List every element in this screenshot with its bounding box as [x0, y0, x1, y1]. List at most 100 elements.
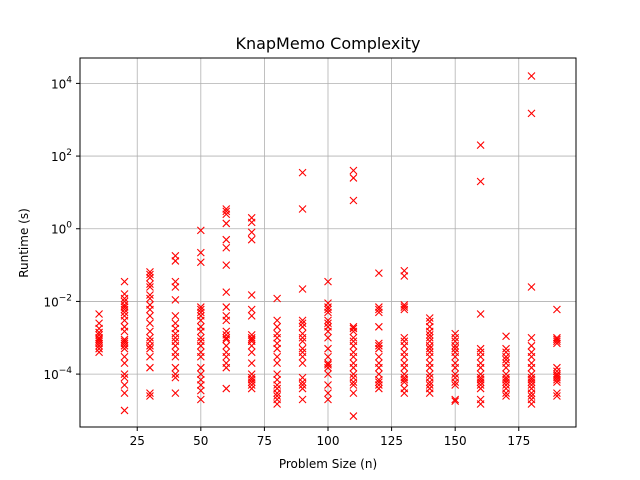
marker-stroke: [425, 314, 434, 322]
data-point: [349, 174, 358, 182]
data-point: [527, 381, 536, 389]
data-point: [196, 333, 205, 342]
data-point: [298, 359, 307, 368]
data-point: [400, 272, 409, 280]
data-point: [298, 285, 307, 293]
marker-stroke: [400, 303, 409, 311]
marker-stroke: [222, 341, 231, 350]
data-point: [171, 296, 180, 304]
data-point: [196, 258, 205, 267]
marker-stroke: [273, 344, 282, 353]
marker-stroke: [425, 330, 434, 339]
marker-stroke: [349, 412, 358, 420]
data-point: [196, 363, 205, 372]
marker-stroke: [298, 359, 307, 368]
marker-stroke: [247, 305, 256, 314]
data-point: [298, 322, 307, 331]
marker-stroke: [298, 319, 307, 328]
data-point: [476, 310, 485, 318]
marker-stroke: [95, 348, 103, 357]
data-point: [298, 333, 307, 342]
data-point: [476, 378, 485, 387]
data-point: [502, 363, 510, 372]
marker-stroke: [451, 395, 460, 404]
data-point: [349, 412, 358, 420]
data-point: [553, 305, 561, 314]
data-point: [273, 359, 282, 368]
x-tick-label: 25: [130, 434, 145, 448]
marker-stroke: [476, 378, 485, 387]
data-point: [476, 370, 485, 378]
data-point: [476, 381, 485, 389]
marker-stroke: [502, 392, 510, 400]
data-point: [324, 327, 332, 336]
data-point: [425, 333, 434, 342]
marker-stroke: [247, 378, 256, 387]
marker-stroke: [146, 267, 154, 276]
marker-stroke: [425, 381, 434, 389]
marker-stroke: [476, 381, 485, 389]
data-point: [146, 280, 154, 288]
marker-stroke: [502, 381, 510, 389]
marker-stroke: [298, 344, 307, 353]
data-point: [527, 378, 536, 387]
data-point: [324, 389, 332, 397]
marker-stroke: [247, 291, 256, 299]
data-point: [222, 235, 231, 244]
marker-stroke: [171, 341, 180, 350]
data-point: [95, 310, 103, 318]
data-point: [374, 363, 383, 372]
data-point: [349, 166, 358, 175]
data-point: [146, 333, 154, 342]
marker-stroke: [553, 375, 561, 384]
data-point: [171, 389, 180, 397]
marker-stroke: [553, 333, 561, 342]
data-point: [120, 373, 129, 382]
data-point: [273, 316, 282, 325]
data-point: [400, 352, 409, 361]
marker-stroke: [349, 363, 358, 372]
data-point: [146, 305, 154, 314]
marker-stroke: [196, 226, 205, 235]
y-tick-label: 10−4: [43, 366, 72, 382]
data-point: [451, 333, 460, 342]
marker-stroke: [400, 389, 409, 397]
data-point: [196, 381, 205, 389]
data-point: [273, 370, 282, 378]
data-point: [171, 283, 180, 291]
marker-stroke: [476, 363, 485, 372]
marker-stroke: [374, 269, 383, 278]
marker-stroke: [196, 327, 205, 336]
x-tick-label: 100: [317, 434, 340, 448]
data-point: [247, 311, 256, 320]
marker-stroke: [247, 228, 256, 237]
data-point: [222, 316, 231, 325]
marker-stroke: [298, 205, 307, 213]
data-point: [120, 305, 129, 314]
marker-stroke: [451, 341, 460, 350]
data-point: [247, 348, 256, 357]
marker-stroke: [502, 389, 510, 397]
marker-stroke: [476, 384, 485, 393]
data-point: [349, 381, 358, 389]
marker-stroke: [298, 285, 307, 293]
data-point: [349, 196, 358, 205]
data-point: [553, 363, 561, 372]
data-point: [527, 389, 536, 397]
data-point: [298, 378, 307, 387]
marker-stroke: [196, 316, 205, 325]
data-point: [527, 352, 536, 361]
marker-stroke: [146, 363, 154, 372]
data-point: [146, 319, 154, 328]
marker-stroke: [374, 322, 383, 331]
data-point: [298, 316, 307, 325]
marker-stroke: [298, 337, 307, 346]
marker-stroke: [146, 270, 154, 279]
data-point: [527, 392, 536, 400]
marker-stroke: [527, 333, 536, 342]
data-point: [502, 352, 510, 361]
marker-stroke: [120, 308, 129, 317]
marker-stroke: [298, 168, 307, 177]
data-point: [196, 226, 205, 235]
data-point: [171, 333, 180, 342]
